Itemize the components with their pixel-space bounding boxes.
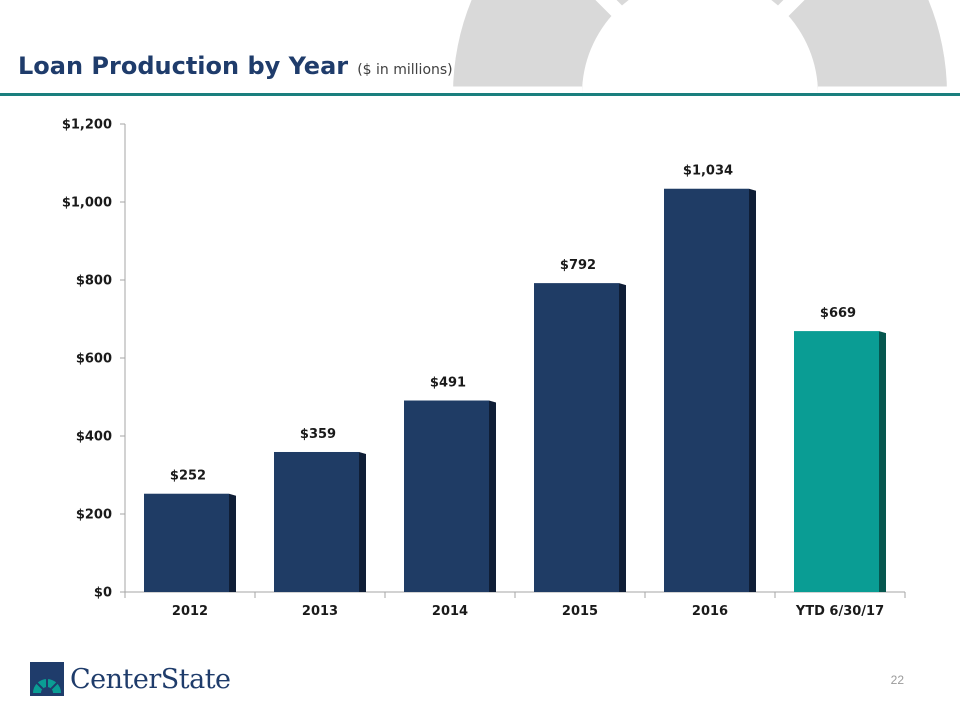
x-tick-label: YTD 6/30/17 <box>795 604 884 619</box>
value-labels: $252 $359 $491 $792 $1,034 $669 <box>170 164 856 484</box>
y-tick-label: $1,200 <box>62 118 112 133</box>
bar-side-shade <box>879 331 886 592</box>
bar-side-shade <box>229 493 236 592</box>
bar-side-shade <box>359 451 366 592</box>
data-label: $1,034 <box>683 164 733 179</box>
data-label: $669 <box>820 306 856 321</box>
bars <box>144 188 886 592</box>
y-axis: $0 $200 $400 $600 $800 $1,000 $1,200 <box>62 118 126 601</box>
bar-face <box>274 451 359 592</box>
data-label: $491 <box>430 376 466 391</box>
chart-subtitle: ($ in millions) <box>357 62 453 78</box>
bar-side-shade <box>489 400 496 592</box>
y-tick-label: $200 <box>76 508 112 523</box>
company-logo: CenterState <box>30 662 231 696</box>
logo-wordmark: CenterState <box>70 663 231 695</box>
bar-2013 <box>274 451 366 592</box>
x-axis: 2012 2013 2014 2015 2016 YTD 6/30/17 <box>124 591 906 619</box>
bar-2012 <box>144 493 236 592</box>
y-tick-label: $800 <box>76 274 112 289</box>
bar-side-shade <box>749 188 756 592</box>
bar-2014 <box>404 400 496 592</box>
x-tick-label: 2015 <box>562 604 598 619</box>
bar-face <box>144 493 229 592</box>
chart-title: Loan Production by Year <box>18 52 349 80</box>
x-tick-label: 2014 <box>432 604 468 619</box>
bar-face <box>664 188 749 592</box>
y-tick-label: $600 <box>76 352 112 367</box>
data-label: $252 <box>170 469 206 484</box>
y-tick-label: $400 <box>76 430 112 445</box>
x-tick-label: 2013 <box>302 604 338 619</box>
bar-face <box>404 400 489 592</box>
data-label: $359 <box>300 427 336 442</box>
bar-side-shade <box>619 283 626 592</box>
bar-face <box>794 331 879 592</box>
bar-face <box>534 283 619 592</box>
x-tick-label: 2012 <box>172 604 208 619</box>
page-number: 22 <box>890 673 904 687</box>
slide-title: Loan Production by Year ($ in millions) <box>18 52 453 80</box>
loan-production-bar-chart: $0$200$400$600$800$1,000$1,200 2012 2013 2… <box>62 118 906 619</box>
logo-emblem-icon <box>30 662 64 696</box>
title-divider <box>0 93 960 96</box>
y-tick-label: $1,000 <box>62 196 112 211</box>
bar-2015 <box>534 283 626 592</box>
x-tick-label: 2016 <box>692 604 728 619</box>
decorative-sunburst-graphic <box>440 0 960 94</box>
bar-2016 <box>664 188 756 592</box>
data-label: $792 <box>560 258 596 273</box>
bar-ytd-6-30-17 <box>794 331 886 592</box>
y-tick-label: $0 <box>94 586 112 601</box>
